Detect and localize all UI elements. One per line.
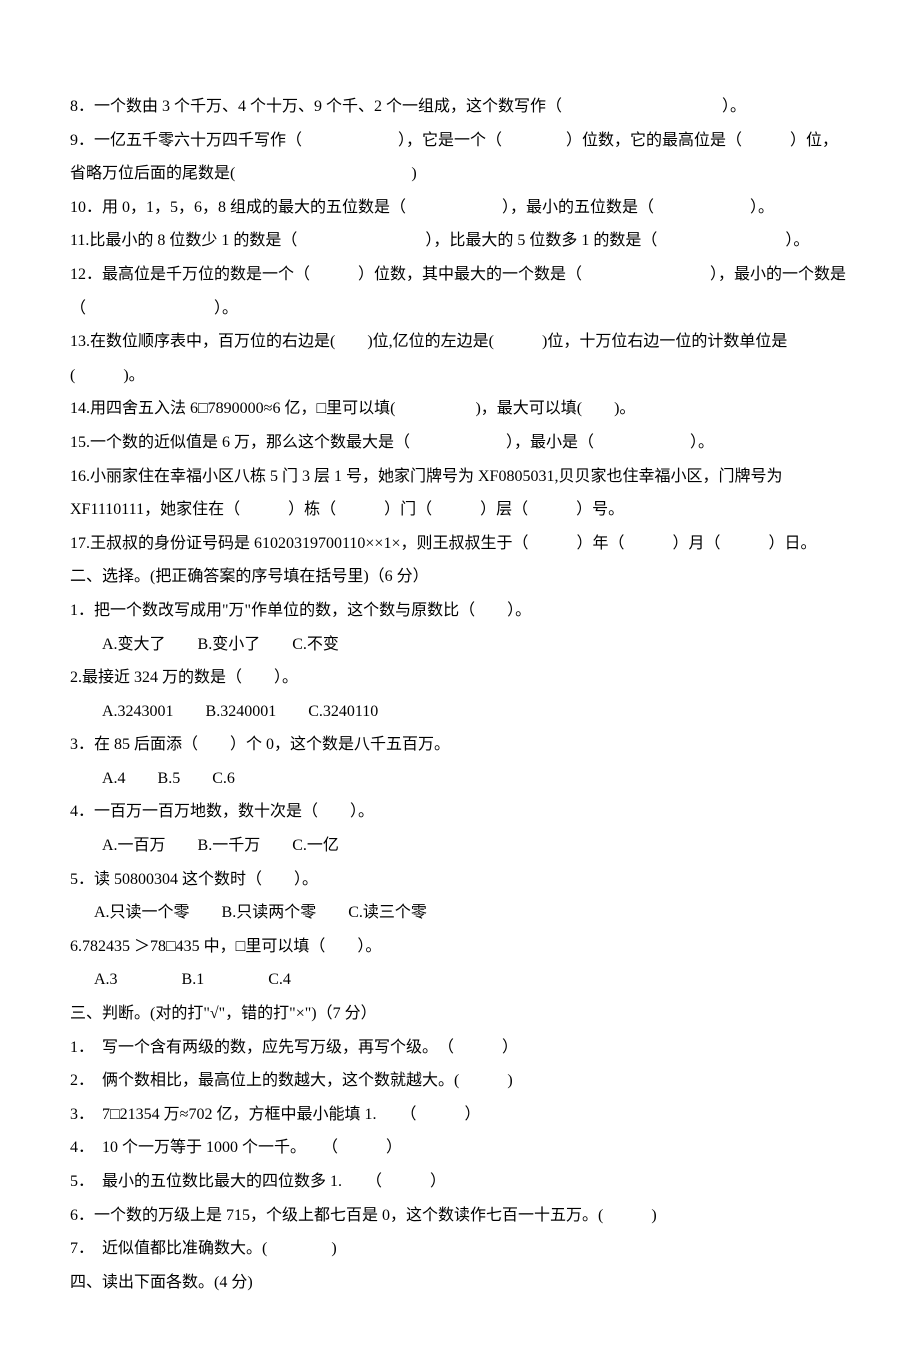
judge-section-title: 三、判断。(对的打"√"，错的打"×")（7 分） <box>70 997 850 1031</box>
choice-q6-options: A.3 B.1 C.4 <box>70 963 850 997</box>
choice-q1-options: A.变大了 B.变小了 C.不变 <box>70 628 850 662</box>
judge-q3: 3． 7□21354 万≈702 亿，方框中最小能填 1. （ ） <box>70 1098 850 1132</box>
choice-q4-options: A.一百万 B.一千万 C.一亿 <box>70 829 850 863</box>
choice-q4: 4．一百万一百万地数，数十次是（ ）。 <box>70 795 850 829</box>
fill-q12: 12．最高位是千万位的数是一个（ ）位数，其中最大的一个数是（ ），最小的一个数… <box>70 258 850 325</box>
choice-section-title: 二、选择。(把正确答案的序号填在括号里)（6 分） <box>70 560 850 594</box>
judge-q5: 5． 最小的五位数比最大的四位数多 1. （ ） <box>70 1165 850 1199</box>
judge-q7: 7． 近似值都比准确数大。( ) <box>70 1232 850 1266</box>
choice-q3: 3．在 85 后面添（ ）个 0，这个数是八千五百万。 <box>70 728 850 762</box>
judge-q1: 1． 写一个含有两级的数，应先写万级，再写个级。 （ ） <box>70 1031 850 1065</box>
fill-q17: 17.王叔叔的身份证号码是 61020319700110××1×，则王叔叔生于（… <box>70 527 850 561</box>
fill-q10: 10．用 0，1，5，6，8 组成的最大的五位数是（ ），最小的五位数是（ ）。 <box>70 191 850 225</box>
choice-q2-options: A.3243001 B.3240001 C.3240110 <box>70 695 850 729</box>
choice-q2: 2.最接近 324 万的数是（ ）。 <box>70 661 850 695</box>
judge-q6: 6．一个数的万级上是 715，个级上都七百是 0，这个数读作七百一十五万。( ) <box>70 1199 850 1233</box>
choice-q5: 5．读 50800304 这个数时（ ）。 <box>70 863 850 897</box>
choice-q6: 6.782435 ＞78□435 中，□里可以填（ ）。 <box>70 930 850 964</box>
fill-q14: 14.用四舍五入法 6□7890000≈6 亿，□里可以填( )，最大可以填( … <box>70 392 850 426</box>
judge-q2: 2． 俩个数相比，最高位上的数越大，这个数就越大。( ) <box>70 1064 850 1098</box>
judge-q4: 4． 10 个一万等于 1000 个一千。 （ ） <box>70 1131 850 1165</box>
read-section-title: 四、读出下面各数。(4 分) <box>70 1266 850 1300</box>
choice-q3-options: A.4 B.5 C.6 <box>70 762 850 796</box>
fill-q13: 13.在数位顺序表中，百万位的右边是( )位,亿位的左边是( )位，十万位右边一… <box>70 325 850 392</box>
fill-q15: 15.一个数的近似值是 6 万，那么这个数最大是（ ），最小是（ ）。 <box>70 426 850 460</box>
fill-q9: 9．一亿五千零六十万四千写作（ ），它是一个（ ）位数，它的最高位是（ ）位，省… <box>70 124 850 191</box>
choice-q1: 1．把一个数改写成用"万"作单位的数，这个数与原数比（ ）。 <box>70 594 850 628</box>
fill-q11: 11.比最小的 8 位数少 1 的数是（ ），比最大的 5 位数多 1 的数是（… <box>70 224 850 258</box>
fill-q8: 8．一个数由 3 个千万、4 个十万、9 个千、2 个一组成，这个数写作（ ）。 <box>70 90 850 124</box>
fill-q16: 16.小丽家住在幸福小区八栋 5 门 3 层 1 号，她家门牌号为 XF0805… <box>70 460 850 527</box>
choice-q5-options: A.只读一个零 B.只读两个零 C.读三个零 <box>70 896 850 930</box>
